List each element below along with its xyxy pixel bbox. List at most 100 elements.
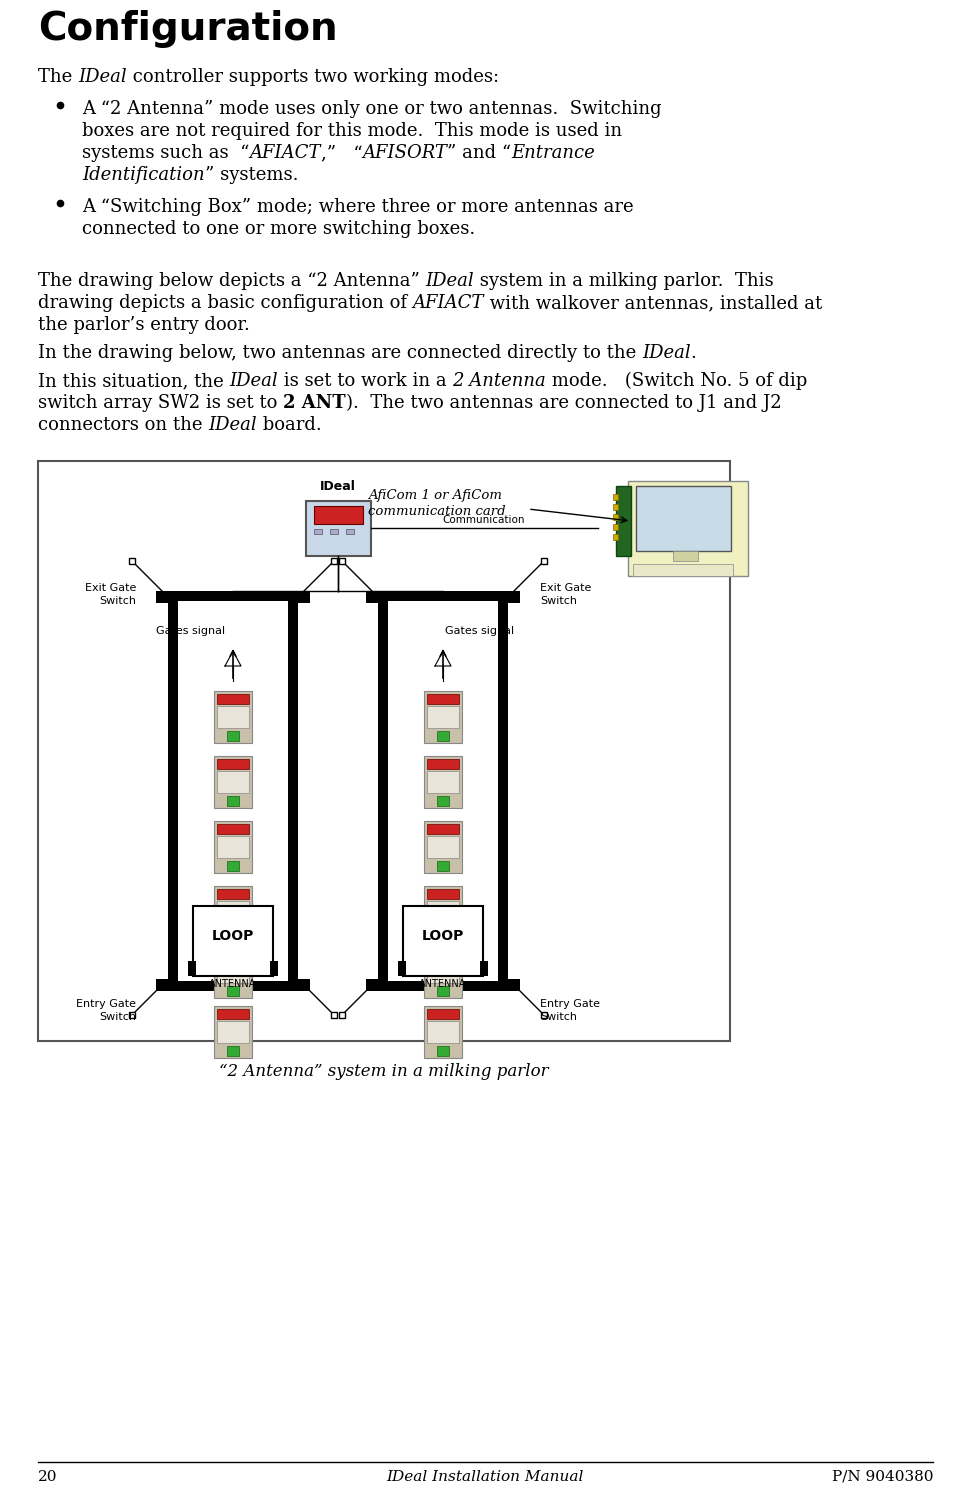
Text: Switch: Switch	[540, 1013, 577, 1022]
Bar	[437, 926, 449, 936]
Bar	[217, 950, 249, 958]
Text: ANTENNA: ANTENNA	[210, 980, 256, 988]
Text: A “2 Antenna” mode uses only one or two antennas.  Switching: A “2 Antenna” mode uses only one or two …	[82, 100, 661, 118]
Bar	[288, 591, 298, 992]
Text: Gates signal: Gates signal	[156, 626, 225, 636]
Text: Switch: Switch	[99, 596, 136, 606]
Bar	[217, 1010, 249, 1019]
Bar	[613, 504, 618, 510]
Bar	[613, 534, 618, 540]
Bar	[331, 558, 337, 564]
Text: ” and “: ” and “	[448, 144, 512, 162]
Bar	[613, 514, 618, 520]
Text: Entry Gate: Entry Gate	[76, 999, 136, 1010]
Text: Exit Gate: Exit Gate	[84, 584, 136, 592]
Bar	[227, 986, 239, 996]
Bar	[427, 706, 459, 728]
Text: mode.   (Switch No. 5 of dip: mode. (Switch No. 5 of dip	[547, 372, 808, 390]
Bar	[437, 796, 449, 806]
Text: AFIACT: AFIACT	[250, 144, 320, 162]
Text: ANTENNA: ANTENNA	[419, 980, 467, 988]
Text: P/N 9040380: P/N 9040380	[831, 1470, 933, 1484]
Bar	[306, 501, 371, 556]
Bar	[427, 962, 459, 982]
Bar	[424, 756, 462, 808]
Bar	[214, 886, 252, 938]
Text: controller supports two working modes:: controller supports two working modes:	[126, 68, 499, 86]
Bar	[427, 950, 459, 958]
Text: Switch: Switch	[540, 596, 577, 606]
Bar	[673, 550, 698, 561]
Bar	[314, 506, 363, 524]
Text: AFIACT: AFIACT	[413, 294, 485, 312]
Bar	[339, 1013, 345, 1019]
Bar	[217, 759, 249, 770]
Bar	[298, 591, 310, 603]
Text: Exit Gate: Exit Gate	[540, 584, 591, 592]
Text: In this situation, the: In this situation, the	[38, 372, 229, 390]
Bar	[403, 906, 483, 976]
Bar	[424, 1007, 462, 1058]
Bar	[613, 494, 618, 500]
Bar	[378, 591, 508, 602]
Text: The: The	[38, 68, 78, 86]
Bar	[331, 1013, 337, 1019]
Text: Identification: Identification	[82, 166, 205, 184]
Text: ” systems.: ” systems.	[205, 166, 298, 184]
Text: Communication: Communication	[443, 514, 525, 525]
Bar	[214, 946, 252, 998]
Bar	[427, 1010, 459, 1019]
Bar	[188, 962, 196, 976]
Bar	[156, 980, 168, 992]
Bar	[129, 558, 135, 564]
Bar	[378, 591, 388, 992]
Text: with walkover antennas, installed at: with walkover antennas, installed at	[485, 294, 822, 312]
Text: “2 Antenna” system in a milking parlor: “2 Antenna” system in a milking parlor	[219, 1064, 549, 1080]
Bar	[437, 861, 449, 871]
Text: 20: 20	[38, 1470, 57, 1484]
Bar	[636, 486, 731, 550]
Bar	[427, 824, 459, 834]
Bar	[498, 591, 508, 992]
Bar	[214, 1007, 252, 1058]
Bar	[214, 821, 252, 873]
Text: The drawing below depicts a “2 Antenna”: The drawing below depicts a “2 Antenna”	[38, 272, 425, 290]
Bar	[541, 558, 547, 564]
Text: IDeal: IDeal	[229, 372, 278, 390]
Text: Gates signal: Gates signal	[446, 626, 515, 636]
Bar	[424, 946, 462, 998]
Bar	[480, 962, 488, 976]
Text: IDeal: IDeal	[642, 344, 690, 362]
Bar	[427, 836, 459, 858]
Text: IDeal: IDeal	[208, 416, 257, 434]
Text: IDeal: IDeal	[78, 68, 126, 86]
Text: systems such as  “: systems such as “	[82, 144, 250, 162]
Bar	[424, 692, 462, 742]
Text: Entry Gate: Entry Gate	[540, 999, 600, 1010]
Bar	[214, 756, 252, 808]
Text: switch array SW2 is set to: switch array SW2 is set to	[38, 394, 284, 412]
Text: Switch: Switch	[99, 1013, 136, 1022]
Bar	[217, 962, 249, 982]
Bar	[129, 1013, 135, 1019]
Text: AFISORT: AFISORT	[362, 144, 448, 162]
Bar	[217, 1022, 249, 1042]
Bar	[168, 591, 178, 992]
Bar	[298, 980, 310, 992]
Bar	[508, 980, 520, 992]
Bar	[227, 1046, 239, 1056]
Text: LOOP: LOOP	[212, 928, 254, 944]
Bar	[217, 706, 249, 728]
Text: IDeal: IDeal	[320, 480, 356, 494]
Bar	[424, 886, 462, 938]
Bar	[227, 730, 239, 741]
Text: ).  The two antennas are connected to J1 and J2: ). The two antennas are connected to J1 …	[346, 394, 782, 412]
Text: 2 ANT: 2 ANT	[284, 394, 346, 412]
Text: connected to one or more switching boxes.: connected to one or more switching boxes…	[82, 220, 475, 238]
Bar	[424, 821, 462, 873]
Bar	[427, 902, 459, 922]
Text: LOOP: LOOP	[421, 928, 464, 944]
Text: IDeal: IDeal	[425, 272, 474, 290]
Bar	[193, 906, 273, 976]
Bar	[378, 981, 508, 992]
